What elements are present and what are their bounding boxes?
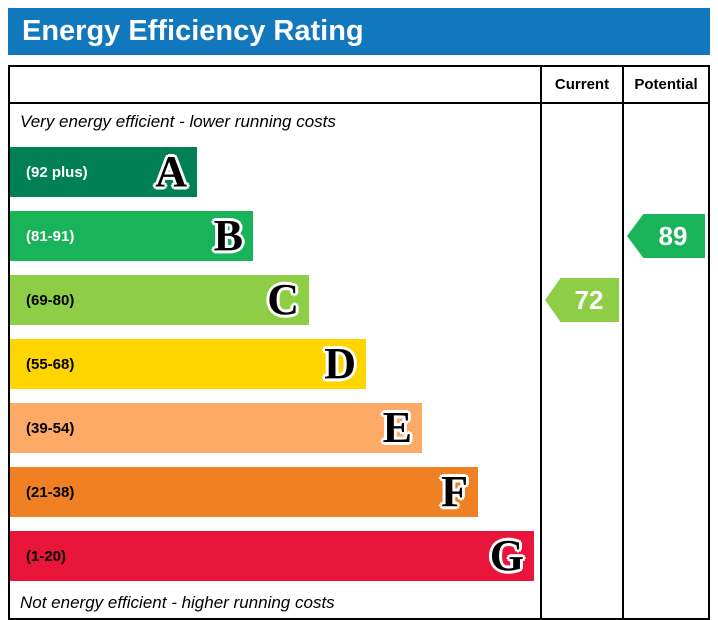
band-f-letter: F bbox=[441, 467, 468, 516]
band-c-bar: (69-80) C bbox=[10, 275, 309, 325]
band-row-g: (1-20) G bbox=[10, 524, 540, 588]
potential-rating-value: 89 bbox=[658, 220, 688, 251]
band-b-letter: B bbox=[213, 211, 243, 260]
band-d-range-label: (55-68) bbox=[26, 355, 75, 373]
current-rating-value: 72 bbox=[574, 284, 604, 315]
bands-body: Very energy efficient - lower running co… bbox=[10, 104, 540, 618]
potential-rating-arrow: 89 bbox=[627, 214, 705, 258]
band-row-d: (55-68) D bbox=[10, 332, 540, 396]
band-d-bar: (55-68) D bbox=[10, 339, 366, 389]
header-spacer bbox=[10, 67, 540, 104]
page-title: Energy Efficiency Rating bbox=[8, 8, 710, 55]
band-row-f: (21-38) F bbox=[10, 460, 540, 524]
bottom-note: Not energy efficient - higher running co… bbox=[20, 593, 335, 612]
band-e-bar: (39-54) E bbox=[10, 403, 422, 453]
bands-list: (92 plus) A (81-91) B (69-80) C bbox=[10, 140, 540, 588]
band-a-letter: A bbox=[155, 147, 187, 196]
band-g-bar: (1-20) G bbox=[10, 531, 534, 581]
band-row-c: (69-80) C bbox=[10, 268, 540, 332]
band-c-range-label: (69-80) bbox=[26, 291, 75, 309]
top-note: Very energy efficient - lower running co… bbox=[20, 112, 336, 131]
current-rating-arrow: 72 bbox=[545, 278, 619, 322]
band-g-letter: G bbox=[489, 531, 524, 580]
band-b-bar: (81-91) B bbox=[10, 211, 253, 261]
band-g-range-label: (1-20) bbox=[26, 547, 67, 565]
band-f-bar: (21-38) F bbox=[10, 467, 478, 517]
band-e-range-label: (39-54) bbox=[26, 419, 75, 437]
current-column: Current 72 bbox=[540, 67, 622, 618]
potential-column-body: 89 bbox=[624, 104, 708, 618]
band-f-range-label: (21-38) bbox=[26, 483, 75, 501]
band-c-letter: C bbox=[267, 275, 299, 324]
potential-column-header: Potential bbox=[624, 67, 708, 104]
band-row-b: (81-91) B bbox=[10, 204, 540, 268]
band-d-letter: D bbox=[324, 339, 356, 388]
energy-efficiency-chart: Very energy efficient - lower running co… bbox=[8, 65, 710, 620]
band-b-range-label: (81-91) bbox=[26, 227, 75, 245]
bands-column: Very energy efficient - lower running co… bbox=[10, 67, 540, 618]
current-column-header: Current bbox=[542, 67, 622, 104]
band-e-letter: E bbox=[382, 403, 412, 452]
band-a-bar: (92 plus) A bbox=[10, 147, 197, 197]
band-row-a: (92 plus) A bbox=[10, 140, 540, 204]
band-a-range-label: (92 plus) bbox=[26, 163, 88, 181]
band-row-e: (39-54) E bbox=[10, 396, 540, 460]
potential-column: Potential 89 bbox=[622, 67, 708, 618]
current-column-body: 72 bbox=[542, 104, 622, 618]
